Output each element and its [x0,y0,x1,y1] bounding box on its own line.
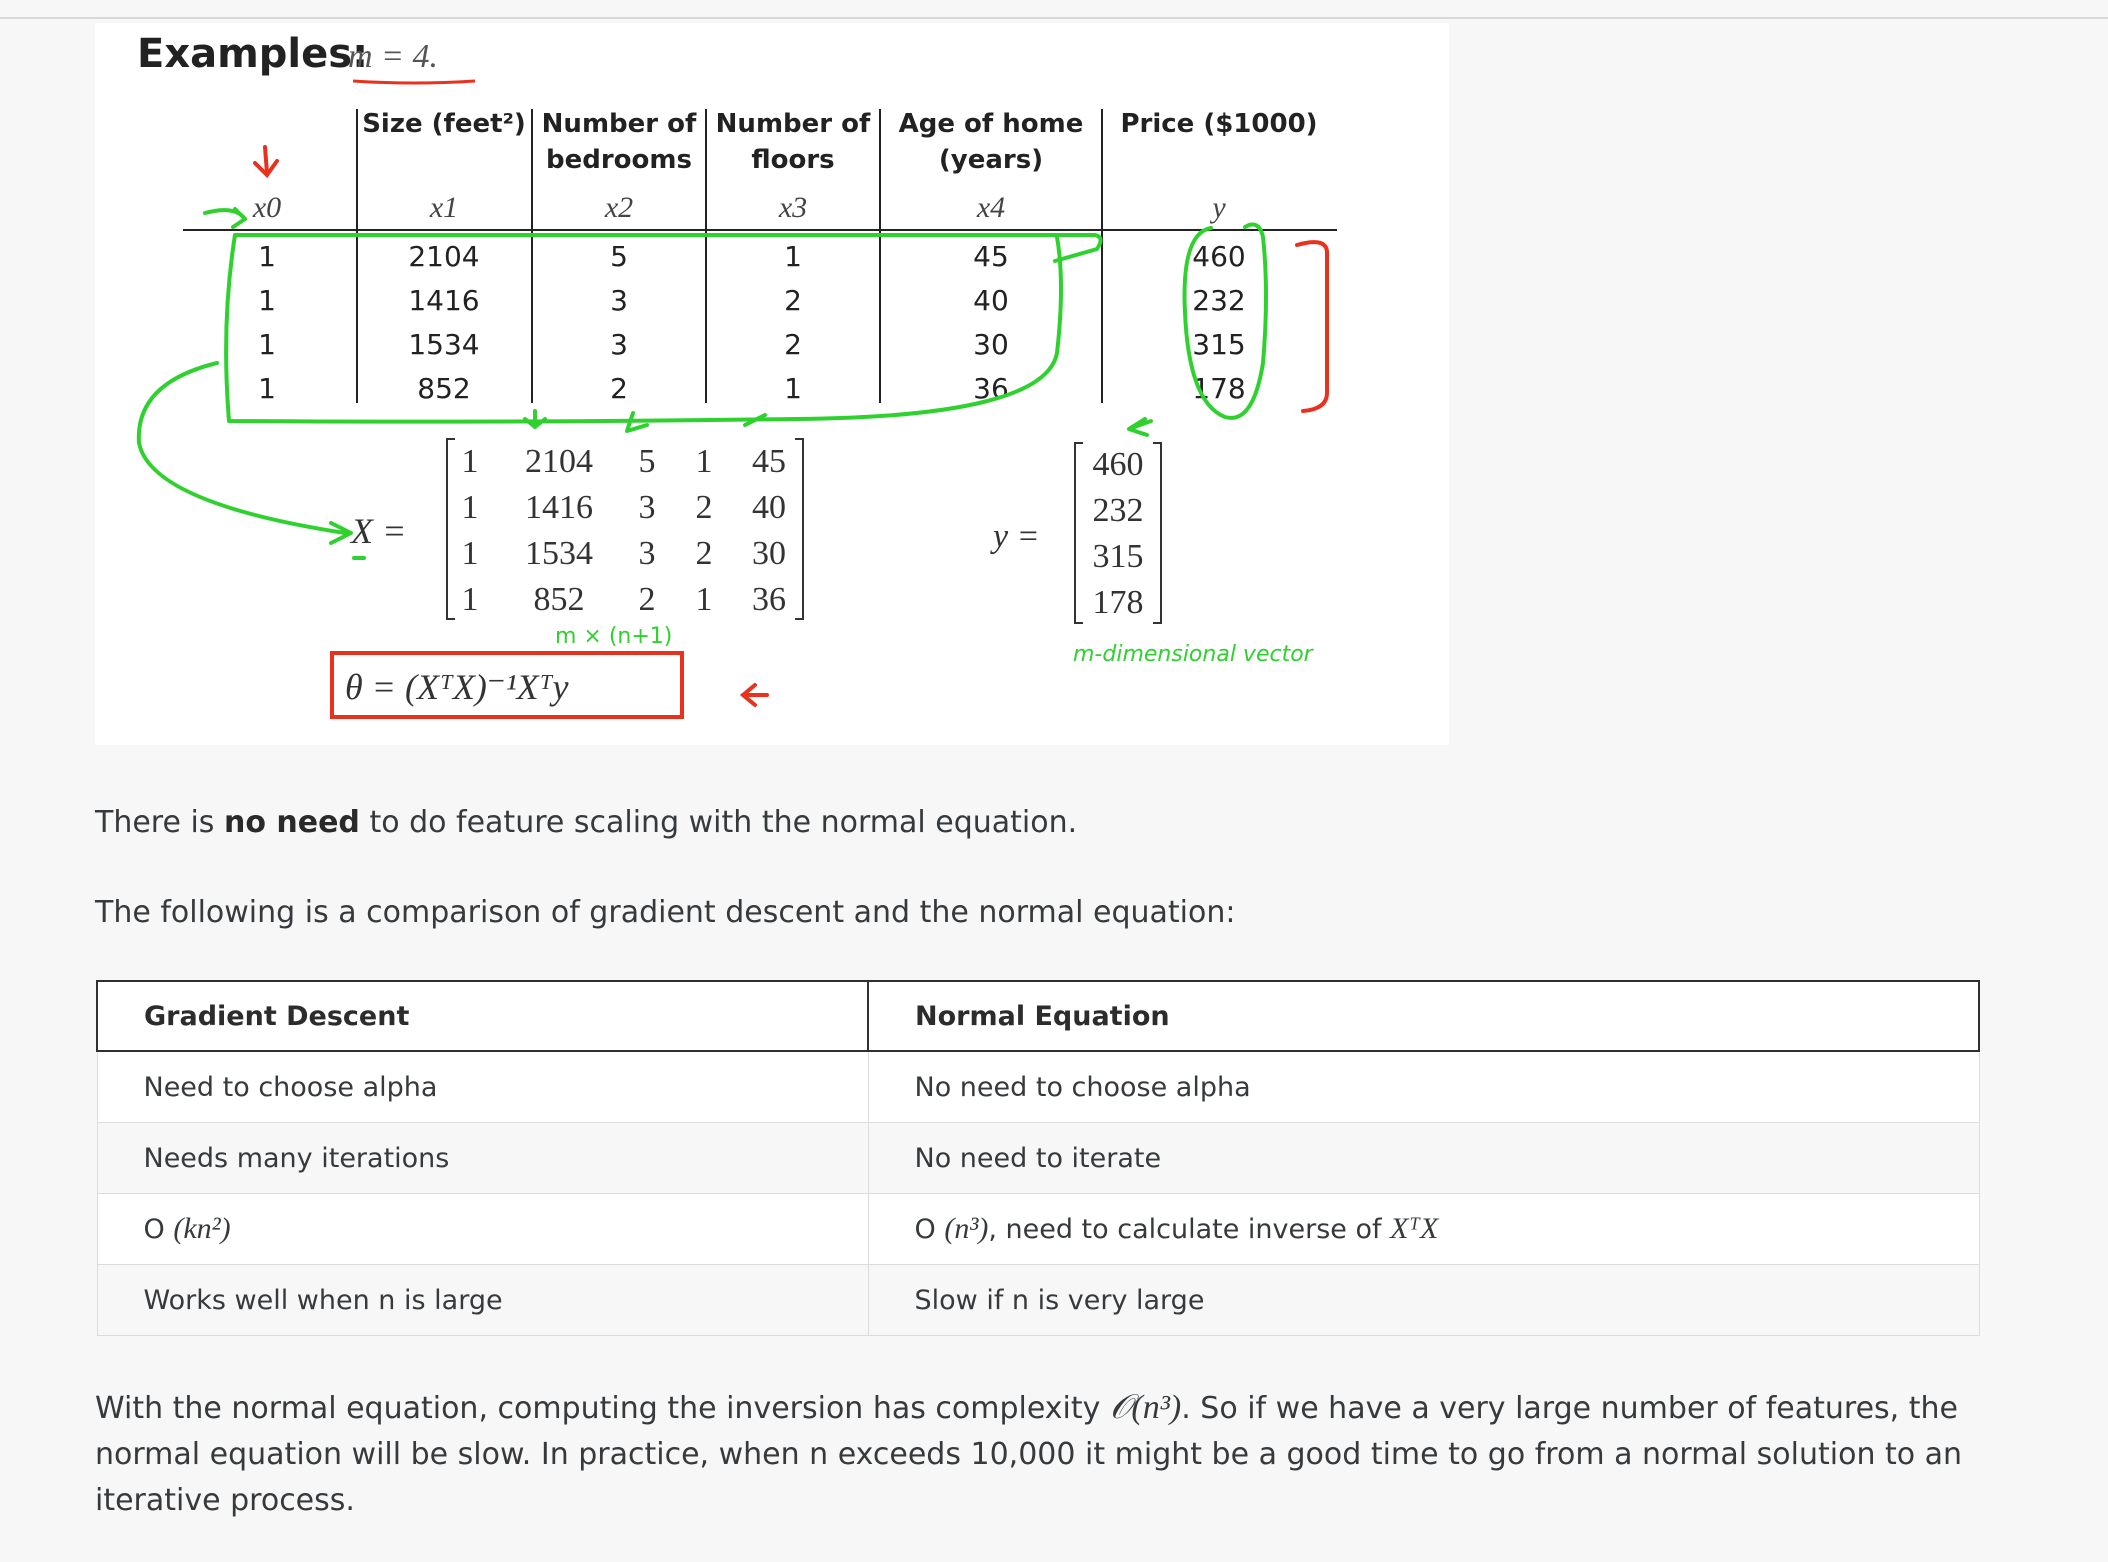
paragraph-comparison-intro: The following is a comparison of gradien… [95,895,1236,930]
svg-text:36: 36 [752,581,786,618]
svg-text:178: 178 [1093,584,1144,621]
row2-x3: 2 [784,284,802,317]
svg-text:2: 2 [696,489,713,526]
table-header-row: Gradient Descent Normal Equation [96,980,1980,1052]
row1-x4: 45 [973,240,1009,273]
complexity-math: 𝒪(n³) [1109,1389,1182,1426]
svg-text:2: 2 [639,581,656,618]
symbol-y: y [1209,191,1226,224]
slide-heading-math: m = 4. [348,38,438,75]
row4-y: 178 [1192,372,1245,405]
cell-gd-complexity: O (kn²) [96,1193,869,1265]
col-header-floors-2: floors [751,145,834,175]
row2-y: 232 [1192,284,1245,317]
symbol-x0: x0 [252,191,281,224]
row1-x2: 5 [610,240,628,273]
row1-x3: 1 [784,240,802,273]
x-matrix-label: X = [349,511,406,551]
row3-y: 315 [1192,328,1245,361]
svg-text:2104: 2104 [525,443,593,480]
svg-text:460: 460 [1093,446,1144,483]
symbol-x4: x4 [976,191,1005,224]
row3-x1: 1534 [408,328,479,361]
heading-underline [352,79,476,85]
paragraph-feature-scaling: There is no need to do feature scaling w… [95,805,1078,840]
svg-text:3: 3 [639,489,656,526]
svg-text:232: 232 [1093,492,1144,529]
row2-x1: 1416 [408,284,479,317]
table-row: Works well when n is large Slow if n is … [96,1264,1980,1336]
cell-gd-alpha: Need to choose alpha [96,1050,869,1123]
paragraph-complexity: With the normal equation, computing the … [95,1389,1963,1518]
cell-gd-iterations: Needs many iterations [96,1122,869,1194]
x-matrix: 1 2104 5 1 45 1 1416 3 2 40 1 1534 3 2 3… [462,443,787,618]
svg-text:1: 1 [696,443,713,480]
col-header-bedrooms-2: bedrooms [546,145,692,175]
row4-x1: 852 [417,372,470,405]
y-vector: 460 232 315 178 [1093,446,1144,621]
row1-x0: 1 [258,240,276,273]
col-header-age-2: (years) [939,145,1043,175]
header-gradient-descent: Gradient Descent [96,980,869,1052]
y-vector-label: y = [990,518,1040,555]
comparison-table: Gradient Descent Normal Equation Need to… [96,980,1980,1336]
row3-x0: 1 [258,328,276,361]
svg-text:852: 852 [534,581,585,618]
row4-x2: 2 [610,372,628,405]
svg-text:315: 315 [1093,538,1144,575]
cell-ne-complexity: O (n³), need to calculate inverse of XᵀX [867,1193,1980,1265]
col-header-price: Price ($1000) [1120,109,1317,139]
col-header-age-1: Age of home [899,109,1084,139]
svg-text:1: 1 [462,581,479,618]
top-divider [0,17,2108,19]
row3-x4: 30 [973,328,1009,361]
row4-x3: 1 [784,372,802,405]
normal-equation-formula: θ = (XᵀX)⁻¹Xᵀy [345,667,569,707]
row1-y: 460 [1192,240,1245,273]
cell-ne-large-n: Slow if n is very large [867,1264,1980,1336]
cell-ne-iterations: No need to iterate [867,1122,1980,1194]
symbol-x1: x1 [429,191,458,224]
svg-text:1: 1 [462,489,479,526]
note-dimensions: m × (n+1) [555,624,672,649]
row2-x4: 40 [973,284,1009,317]
header-normal-equation: Normal Equation [867,980,1980,1052]
red-annotations [253,145,1329,707]
svg-text:1534: 1534 [525,535,593,572]
svg-text:5: 5 [639,443,656,480]
green-annotations [136,207,1268,560]
formula-box [330,651,684,719]
row2-x0: 1 [258,284,276,317]
svg-text:3: 3 [639,535,656,572]
col-header-size: Size (feet²) [362,109,526,139]
svg-text:2: 2 [696,535,713,572]
symbol-x2: x2 [604,191,633,224]
row3-x2: 3 [610,328,628,361]
svg-text:40: 40 [752,489,786,526]
emphasis-no-need: no need [223,805,360,840]
col-header-bedrooms-1: Number of [542,109,697,139]
table-row: Need to choose alpha No need to choose a… [96,1050,1980,1123]
row3-x3: 2 [784,328,802,361]
svg-text:1416: 1416 [525,489,593,526]
row2-x2: 3 [610,284,628,317]
table-row: O (kn²) O (n³), need to calculate invers… [96,1193,1980,1265]
col-header-floors-1: Number of [716,109,871,139]
table-row: Needs many iterations No need to iterate [96,1122,1980,1194]
svg-text:30: 30 [752,535,786,572]
note-vector: m-dimensional vector [1073,642,1315,667]
row1-x1: 2104 [408,240,479,273]
row4-x0: 1 [258,372,276,405]
symbol-x3: x3 [778,191,807,224]
slide-heading: Examples: [137,31,368,77]
cell-gd-large-n: Works well when n is large [96,1264,869,1336]
lecture-slide-image: Examples: m = 4. Size (feet²) Number of … [95,23,1449,745]
svg-text:1: 1 [696,581,713,618]
svg-text:1: 1 [462,535,479,572]
svg-text:45: 45 [752,443,786,480]
cell-ne-alpha: No need to choose alpha [867,1050,1980,1123]
svg-text:1: 1 [462,443,479,480]
